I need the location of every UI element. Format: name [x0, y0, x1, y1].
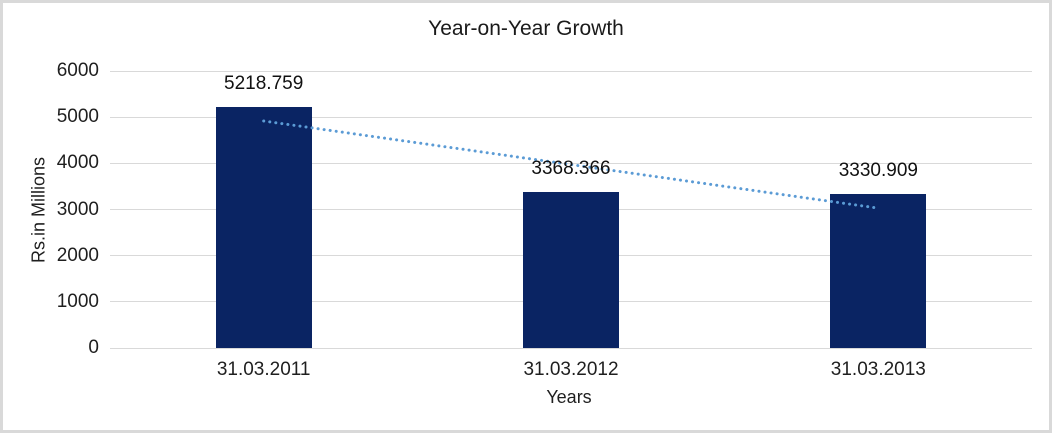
data-label: 5218.759 [224, 73, 304, 95]
gridline [110, 70, 1032, 72]
x-axis-tick-label: 31.03.2011 [216, 359, 311, 380]
y-axis-tick-label: 6000 [56, 60, 99, 81]
gridline [110, 347, 1032, 349]
bar-31.03.2012 [523, 192, 619, 348]
bar-31.03.2013 [830, 194, 927, 348]
y-axis-tick-label: 1000 [56, 290, 99, 312]
y-axis-tick-label: 0 [88, 337, 99, 358]
y-axis-tick-label: 4000 [56, 152, 99, 174]
gridline [110, 116, 1032, 118]
x-axis-tick-label: 31.03.2012 [523, 359, 619, 380]
y-axis-tick-label: 2000 [56, 244, 99, 266]
x-axis-title: Years [546, 387, 592, 407]
y-axis-tick-label: 3000 [56, 198, 99, 220]
data-label: 3330.909 [838, 160, 918, 182]
x-axis-tick-label: 31.03.2013 [830, 359, 926, 380]
chart-title: Year-on-Year Growth [428, 17, 624, 40]
y-axis-tick-label: 5000 [56, 106, 99, 128]
data-label: 3368.366 [531, 158, 611, 180]
bar-31.03.2011 [215, 107, 312, 348]
